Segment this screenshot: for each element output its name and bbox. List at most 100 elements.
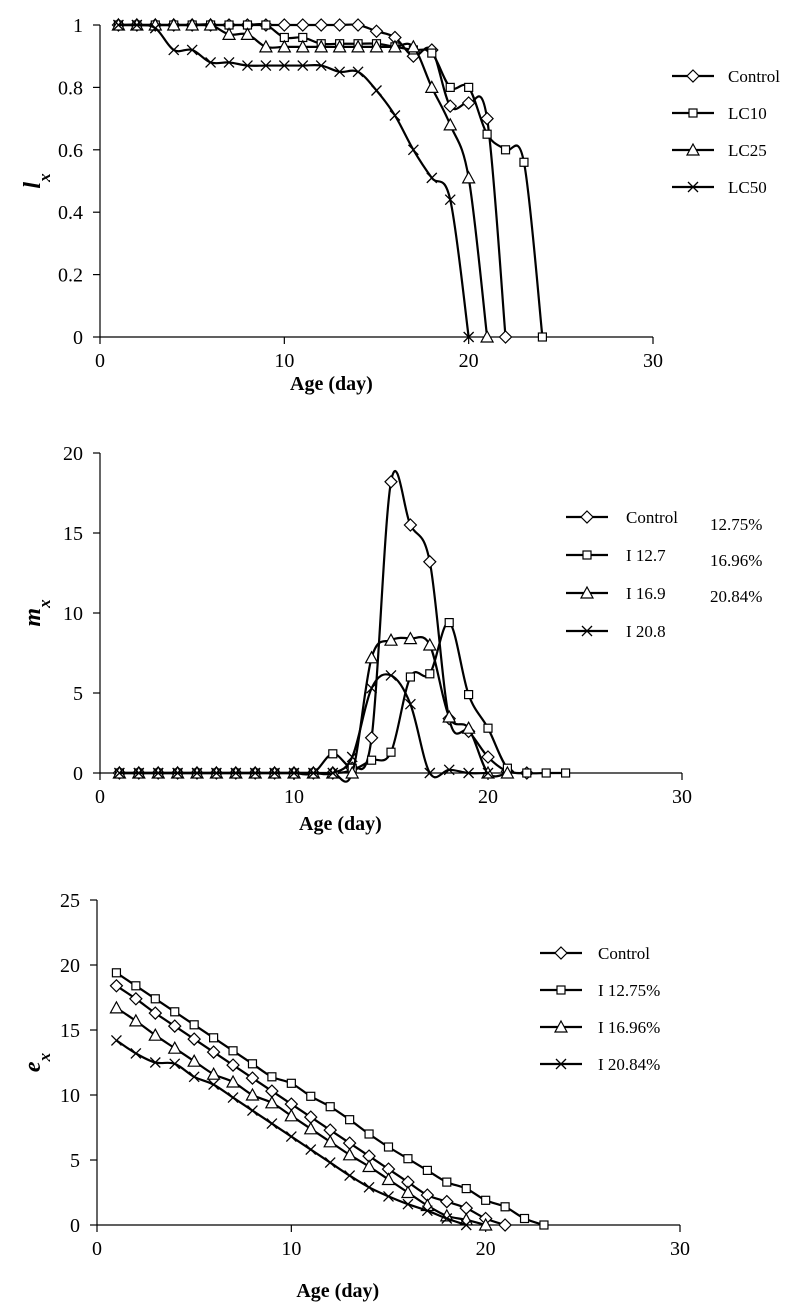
data-point — [222, 27, 237, 40]
data-point — [131, 981, 141, 991]
data-point — [461, 96, 476, 110]
y-tick-label: 5 — [70, 1150, 80, 1172]
data-point — [421, 1205, 433, 1217]
data-point — [226, 1058, 240, 1072]
data-point — [228, 1046, 238, 1056]
data-point — [167, 1019, 182, 1033]
y-tick-label: 5 — [73, 683, 83, 705]
data-point — [306, 1091, 316, 1101]
data-point — [110, 1034, 122, 1046]
data-point — [483, 723, 493, 733]
x-tick-label: 30 — [672, 786, 692, 808]
data-point — [288, 767, 300, 779]
data-point — [346, 751, 358, 763]
legend-label: LC25 — [728, 141, 767, 160]
series-3 — [109, 1000, 493, 1231]
data-point — [247, 1105, 258, 1117]
data-point — [478, 1217, 493, 1231]
data-point — [422, 554, 437, 569]
legend-entry: Control — [566, 508, 678, 527]
y-axis-label: ex — [20, 1052, 54, 1072]
x-tick-label: 20 — [476, 1238, 496, 1260]
data-point — [537, 332, 548, 342]
data-point — [189, 1020, 199, 1030]
y-tick-label: 0.4 — [58, 202, 83, 224]
legend-entry: LC25 — [672, 141, 767, 160]
y-tick-label: 10 — [63, 603, 83, 625]
series-4 — [113, 669, 494, 779]
legend-entry: I 16.96% — [540, 1018, 660, 1037]
data-point — [149, 22, 161, 34]
data-point — [424, 80, 439, 93]
legend-marker — [554, 946, 568, 960]
data-point — [519, 1213, 530, 1224]
data-point — [444, 194, 456, 206]
data-point — [364, 1129, 374, 1139]
data-point — [351, 18, 365, 32]
data-point — [149, 1057, 161, 1068]
data-point — [111, 968, 122, 978]
data-point — [500, 1202, 510, 1212]
data-point — [498, 330, 513, 344]
series-line — [118, 22, 544, 338]
data-point — [406, 39, 421, 53]
data-point — [305, 1144, 317, 1156]
data-point — [172, 767, 184, 779]
data-point — [445, 82, 455, 93]
data-point — [482, 767, 494, 779]
data-point — [426, 172, 438, 184]
x-tick-label: 0 — [92, 1238, 102, 1260]
legend-entry: Control — [540, 944, 650, 963]
data-point — [384, 474, 398, 489]
data-point — [210, 767, 222, 779]
data-point — [131, 19, 143, 31]
data-point — [286, 1078, 296, 1088]
y-axis-label: mx — [20, 599, 54, 627]
legend-marker — [580, 510, 594, 524]
legend-label: LC50 — [728, 178, 767, 197]
data-point — [443, 117, 458, 131]
data-point — [386, 747, 396, 757]
data-point — [314, 39, 329, 53]
data-point — [332, 39, 347, 53]
data-point — [295, 39, 310, 53]
y-tick-label: 15 — [60, 1020, 80, 1042]
data-point — [314, 18, 329, 32]
data-point — [498, 1218, 512, 1232]
data-point — [425, 669, 435, 679]
data-point — [560, 768, 571, 778]
data-point — [461, 170, 476, 184]
data-point — [352, 66, 364, 78]
series-line — [119, 621, 566, 776]
legend-entry: I 20.84% — [540, 1055, 660, 1074]
data-point — [439, 1194, 454, 1209]
data-point — [148, 1006, 163, 1020]
data-point — [170, 1007, 180, 1017]
data-point — [206, 1045, 221, 1059]
data-point — [464, 82, 474, 93]
data-point — [226, 1074, 241, 1088]
data-point — [169, 1058, 181, 1070]
data-point — [109, 978, 124, 993]
data-point — [166, 17, 181, 31]
data-point — [480, 111, 494, 126]
series-line — [118, 23, 507, 338]
data-point — [328, 749, 338, 759]
data-point — [133, 767, 145, 779]
data-point — [366, 682, 378, 694]
data-point — [463, 331, 475, 343]
data-point — [269, 767, 281, 779]
legend-marker — [555, 1058, 567, 1070]
legend-entry: Control — [672, 67, 780, 86]
data-point — [424, 767, 436, 779]
data-point — [187, 1032, 202, 1046]
legend-marker — [687, 181, 699, 193]
data-point — [223, 56, 235, 68]
data-point — [389, 110, 401, 121]
series-line — [118, 23, 470, 338]
data-point — [363, 1181, 375, 1193]
data-point — [285, 1131, 297, 1143]
data-point — [383, 632, 399, 646]
data-point — [403, 518, 418, 532]
data-point — [342, 1147, 357, 1161]
